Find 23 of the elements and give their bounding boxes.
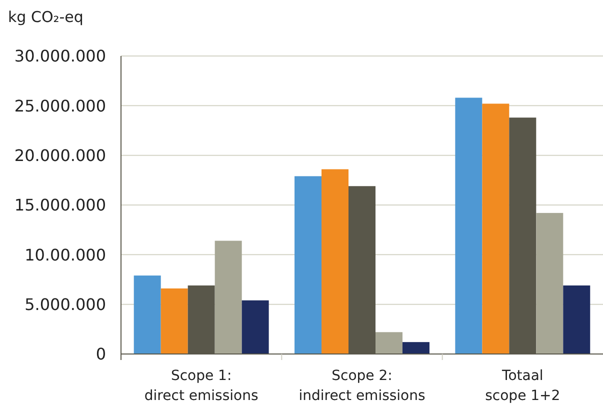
bar bbox=[242, 300, 269, 354]
bar bbox=[322, 169, 349, 354]
y-tick-label: 20.000.000 bbox=[14, 146, 106, 165]
x-tick-label: Scope 2: indirect emissions bbox=[298, 368, 426, 404]
y-tick-label: 25.000.000 bbox=[14, 96, 106, 116]
bar bbox=[375, 332, 402, 354]
bar bbox=[160, 288, 188, 354]
bar bbox=[455, 98, 482, 354]
bar bbox=[536, 212, 564, 354]
bar bbox=[214, 240, 242, 354]
bar bbox=[563, 285, 590, 354]
bar bbox=[294, 176, 322, 354]
x-tick-label: Scope 1: direct emissions bbox=[144, 368, 258, 404]
bar bbox=[402, 342, 430, 354]
y-tick-label: 0 bbox=[96, 344, 106, 364]
y-tick-label: 5.000.000 bbox=[24, 294, 106, 314]
y-tick-label: 15.000.000 bbox=[14, 196, 106, 215]
y-tick-label: 10.00.000 bbox=[24, 245, 106, 264]
bar bbox=[134, 276, 161, 354]
y-axis-title: kg CO₂-eq bbox=[8, 8, 84, 26]
y-tick-label: 30.000.000 bbox=[14, 46, 106, 66]
bar bbox=[482, 104, 510, 354]
x-tick-label: Totaal scope 1+2 bbox=[485, 368, 560, 404]
